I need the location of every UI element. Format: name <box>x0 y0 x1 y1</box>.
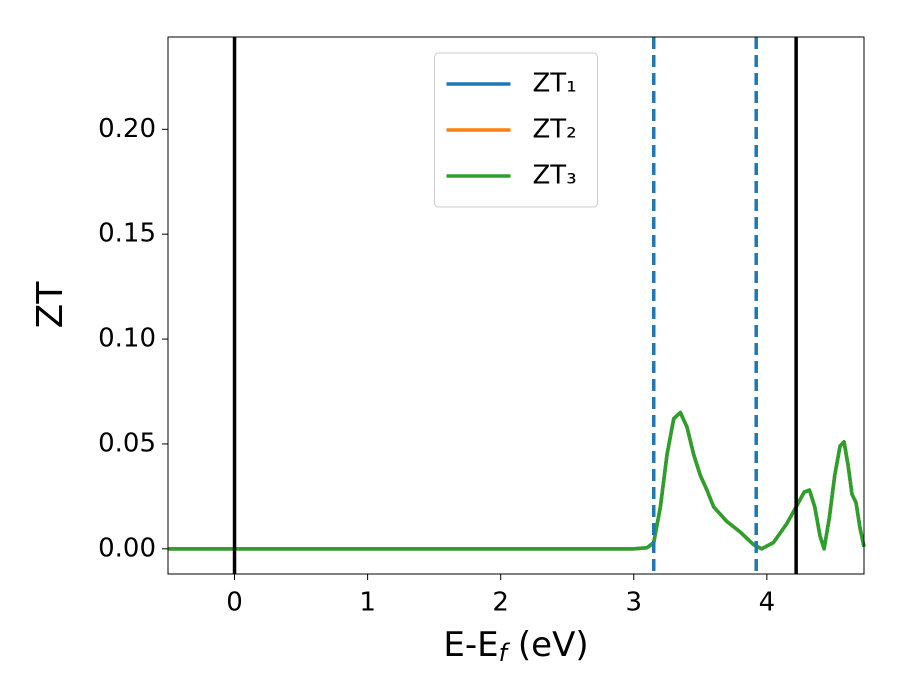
x-tick-label: 0 <box>226 588 243 618</box>
series-line <box>168 410 866 551</box>
x-tick-label: 2 <box>492 588 509 618</box>
y-tick-label: 0.20 <box>98 114 156 144</box>
legend-label: ZT₃ <box>533 161 577 191</box>
legend-label: ZT₂ <box>533 115 577 145</box>
legend-label: ZT₁ <box>533 69 577 99</box>
x-label-rest: (eV) <box>507 625 589 665</box>
x-tick-label: 1 <box>359 588 376 618</box>
y-tick-label: 0.05 <box>98 428 156 458</box>
y-tick-label: 0.10 <box>98 324 156 354</box>
series-line <box>168 410 866 551</box>
y-tick-label: 0.00 <box>98 533 156 563</box>
x-label-main: E-E <box>443 625 498 665</box>
x-tick-label: 4 <box>759 588 776 618</box>
y-tick-label: 0.15 <box>98 219 156 249</box>
series-line <box>168 410 866 551</box>
legend: ZT₁ ZT₂ ZT₃ <box>434 52 598 208</box>
x-axis-label: E-Ef (eV) <box>443 625 588 668</box>
x-tick-label: 3 <box>626 588 643 618</box>
legend-box <box>434 52 598 208</box>
plot-frame <box>167 36 865 575</box>
y-axis-label: ZT <box>30 281 71 329</box>
